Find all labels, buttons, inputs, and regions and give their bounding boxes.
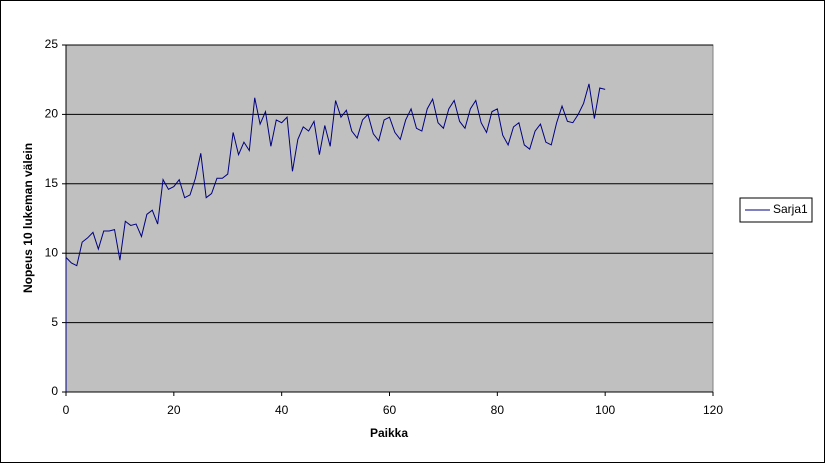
data-line <box>65 83 606 392</box>
x-tick-label: 40 <box>275 403 289 417</box>
y-tick-label: 20 <box>45 107 59 121</box>
y-tick-label: 0 <box>51 384 58 398</box>
y-tick-label: 15 <box>45 176 59 190</box>
x-tick-label: 0 <box>63 403 70 417</box>
y-tick-label: 10 <box>45 245 59 259</box>
y-tick-label: 5 <box>51 315 58 329</box>
x-axis-title: Paikka <box>370 426 408 440</box>
plot-area <box>65 44 714 393</box>
y-tick-label: 25 <box>45 37 59 51</box>
x-tick-label: 120 <box>703 403 723 417</box>
x-tick-label: 60 <box>383 403 397 417</box>
y-axis-title: Nopeus 10 lukeman välein <box>21 143 35 293</box>
x-tick-label: 80 <box>491 403 505 417</box>
legend-label: Sarja1 <box>773 202 808 216</box>
x-tick-label: 20 <box>167 403 181 417</box>
x-tick-label: 100 <box>595 403 615 417</box>
